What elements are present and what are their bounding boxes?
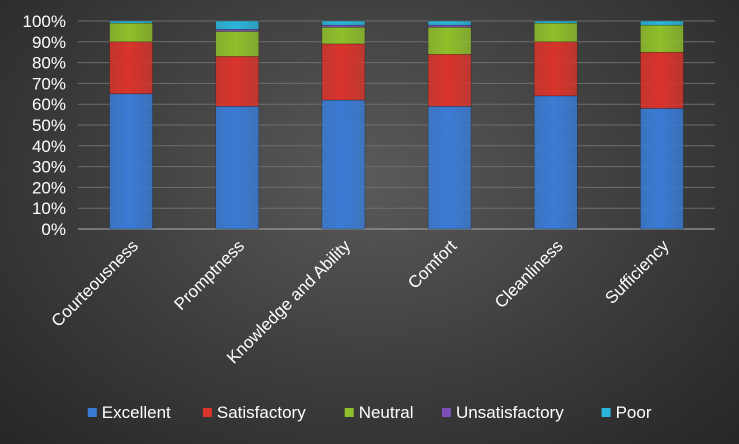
bar-segment-neutral bbox=[427, 26, 472, 55]
legend-label-excellent: Excellent bbox=[102, 403, 171, 422]
legend-swatch-poor bbox=[601, 408, 611, 417]
bar-segment-excellent bbox=[215, 105, 260, 230]
x-category-label: Sufficiency bbox=[601, 236, 673, 308]
bar-segment-satisfactory bbox=[533, 41, 578, 97]
x-category-label: Knowledge and Ability bbox=[223, 236, 354, 367]
y-tick-label: 50% bbox=[32, 116, 66, 135]
x-category-label: Comfort bbox=[404, 236, 460, 292]
bar-segment-neutral bbox=[533, 22, 578, 43]
bar-segment-neutral bbox=[215, 31, 260, 57]
y-tick-label: 70% bbox=[32, 74, 66, 93]
bar-segment-poor bbox=[109, 20, 153, 24]
y-tick-label: 10% bbox=[32, 199, 66, 218]
x-category-label: Courteousness bbox=[48, 236, 142, 330]
x-category-label: Cleanliness bbox=[491, 236, 567, 312]
y-tick-label: 30% bbox=[32, 158, 66, 177]
legend-label-unsatisfactory: Unsatisfactory bbox=[456, 403, 564, 422]
legend-swatch-unsatisfactory bbox=[442, 408, 451, 417]
y-tick-label: 60% bbox=[32, 95, 66, 114]
bar-segment-poor bbox=[533, 20, 578, 24]
bar-segment-unsatisfactory bbox=[427, 24, 472, 28]
y-tick-label: 90% bbox=[32, 33, 66, 52]
bar-segment-poor bbox=[321, 20, 366, 26]
y-tick-label: 40% bbox=[32, 137, 66, 156]
y-tick-label: 20% bbox=[32, 178, 66, 197]
legend-swatch-satisfactory bbox=[202, 408, 212, 417]
y-tick-label: 0% bbox=[41, 220, 66, 239]
y-tick-label: 80% bbox=[32, 54, 66, 73]
bar-segment-excellent bbox=[533, 95, 578, 230]
legend-swatch-excellent bbox=[87, 408, 97, 417]
legend-label-poor: Poor bbox=[616, 403, 652, 422]
bar-segment-unsatisfactory bbox=[215, 29, 260, 32]
bar-segment-satisfactory bbox=[215, 56, 260, 107]
y-tick-label: 100% bbox=[23, 12, 66, 31]
legend-label-satisfactory: Satisfactory bbox=[217, 403, 306, 422]
bar-segment-excellent bbox=[640, 108, 684, 230]
bar-segment-neutral bbox=[321, 26, 366, 45]
bar-segment-excellent bbox=[109, 93, 153, 230]
bar-segment-unsatisfactory bbox=[321, 24, 366, 28]
bar-segment-poor bbox=[640, 20, 684, 26]
bar-segment-neutral bbox=[640, 24, 684, 53]
bar-segment-excellent bbox=[427, 105, 472, 230]
bar-segment-neutral bbox=[109, 22, 153, 43]
legend-label-neutral: Neutral bbox=[359, 403, 414, 422]
bar-segment-satisfactory bbox=[321, 43, 366, 101]
x-category-label: Promptness bbox=[171, 236, 249, 314]
bar-segment-satisfactory bbox=[109, 41, 153, 95]
bar-segment-satisfactory bbox=[640, 51, 684, 109]
bar-segment-satisfactory bbox=[427, 53, 472, 107]
bar-segment-poor bbox=[427, 20, 472, 26]
bar-segment-poor bbox=[215, 20, 260, 30]
legend-swatch-neutral bbox=[344, 408, 354, 417]
bar-segment-excellent bbox=[321, 99, 366, 230]
